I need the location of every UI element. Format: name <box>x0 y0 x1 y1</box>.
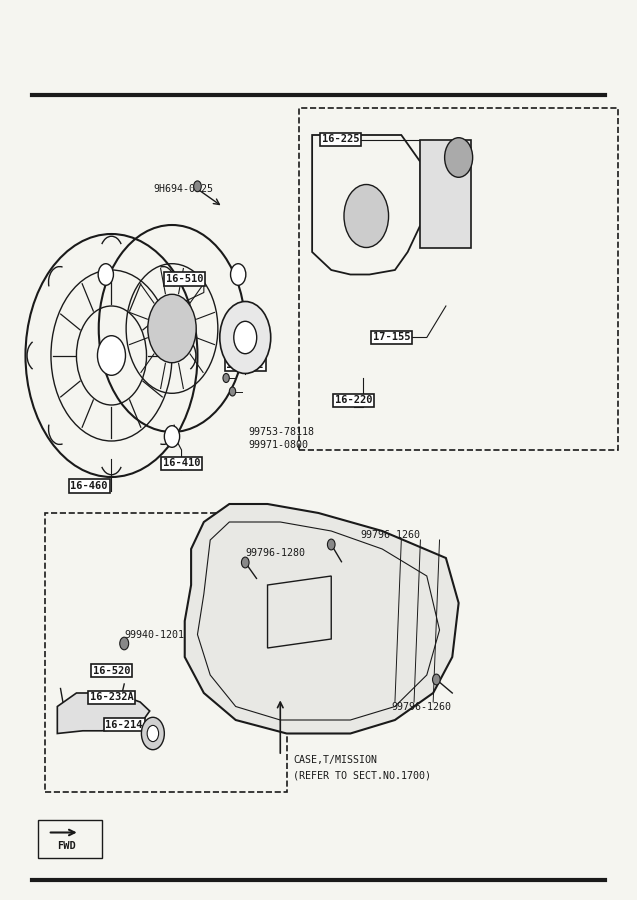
Circle shape <box>148 294 196 363</box>
Polygon shape <box>57 693 150 733</box>
Circle shape <box>241 557 249 568</box>
Text: 16-410: 16-410 <box>163 458 200 469</box>
Circle shape <box>98 264 113 285</box>
Circle shape <box>194 181 201 192</box>
Circle shape <box>229 387 236 396</box>
Circle shape <box>231 264 246 285</box>
Circle shape <box>445 138 473 177</box>
Circle shape <box>164 426 180 447</box>
Text: 16-225: 16-225 <box>322 134 359 145</box>
Text: 9H694-0825: 9H694-0825 <box>153 184 213 194</box>
Text: 16-232A: 16-232A <box>90 692 133 703</box>
Circle shape <box>433 674 440 685</box>
Circle shape <box>223 374 229 382</box>
Text: 99940-1201: 99940-1201 <box>124 629 184 640</box>
Text: 16-102: 16-102 <box>227 359 264 370</box>
Text: (REFER TO SECT.NO.1700): (REFER TO SECT.NO.1700) <box>293 770 431 781</box>
Circle shape <box>327 539 335 550</box>
Circle shape <box>120 637 129 650</box>
Text: 99796-1260: 99796-1260 <box>392 701 452 712</box>
Text: 99796-1260: 99796-1260 <box>360 530 420 541</box>
Text: 16-520: 16-520 <box>93 665 130 676</box>
Text: 17-155: 17-155 <box>373 332 410 343</box>
Text: 16-214: 16-214 <box>106 719 143 730</box>
Text: FWD: FWD <box>57 841 76 851</box>
Circle shape <box>97 336 125 375</box>
Polygon shape <box>185 504 459 734</box>
Circle shape <box>344 184 389 248</box>
Text: 99753-78118: 99753-78118 <box>248 427 315 437</box>
Circle shape <box>141 717 164 750</box>
Text: 16-460: 16-460 <box>71 481 108 491</box>
Text: 16-510: 16-510 <box>166 274 203 284</box>
Circle shape <box>234 321 257 354</box>
Circle shape <box>220 302 271 373</box>
Text: 99796-1280: 99796-1280 <box>245 548 305 559</box>
Text: CASE,T/MISSION: CASE,T/MISSION <box>293 755 377 766</box>
Text: 99971-0800: 99971-0800 <box>248 440 308 451</box>
Circle shape <box>147 725 159 742</box>
Text: 16-220: 16-220 <box>335 395 372 406</box>
FancyBboxPatch shape <box>420 140 471 248</box>
